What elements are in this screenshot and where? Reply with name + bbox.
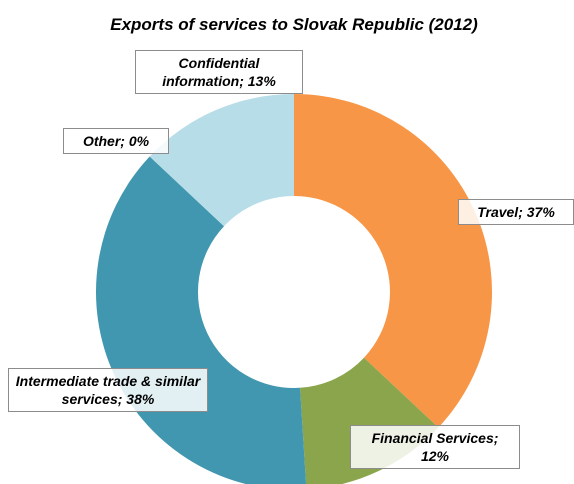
data-label: Financial Services; 12% (350, 425, 520, 469)
donut-slice (294, 94, 492, 428)
data-label: Other; 0% (63, 128, 169, 154)
data-label: Confidential information; 13% (135, 50, 303, 94)
data-label: Travel; 37% (458, 199, 574, 225)
donut-slice (149, 94, 294, 227)
data-label: Intermediate trade & similar services; 3… (8, 368, 208, 412)
chart-title: Exports of services to Slovak Republic (… (110, 15, 478, 34)
donut-slice (96, 156, 307, 484)
